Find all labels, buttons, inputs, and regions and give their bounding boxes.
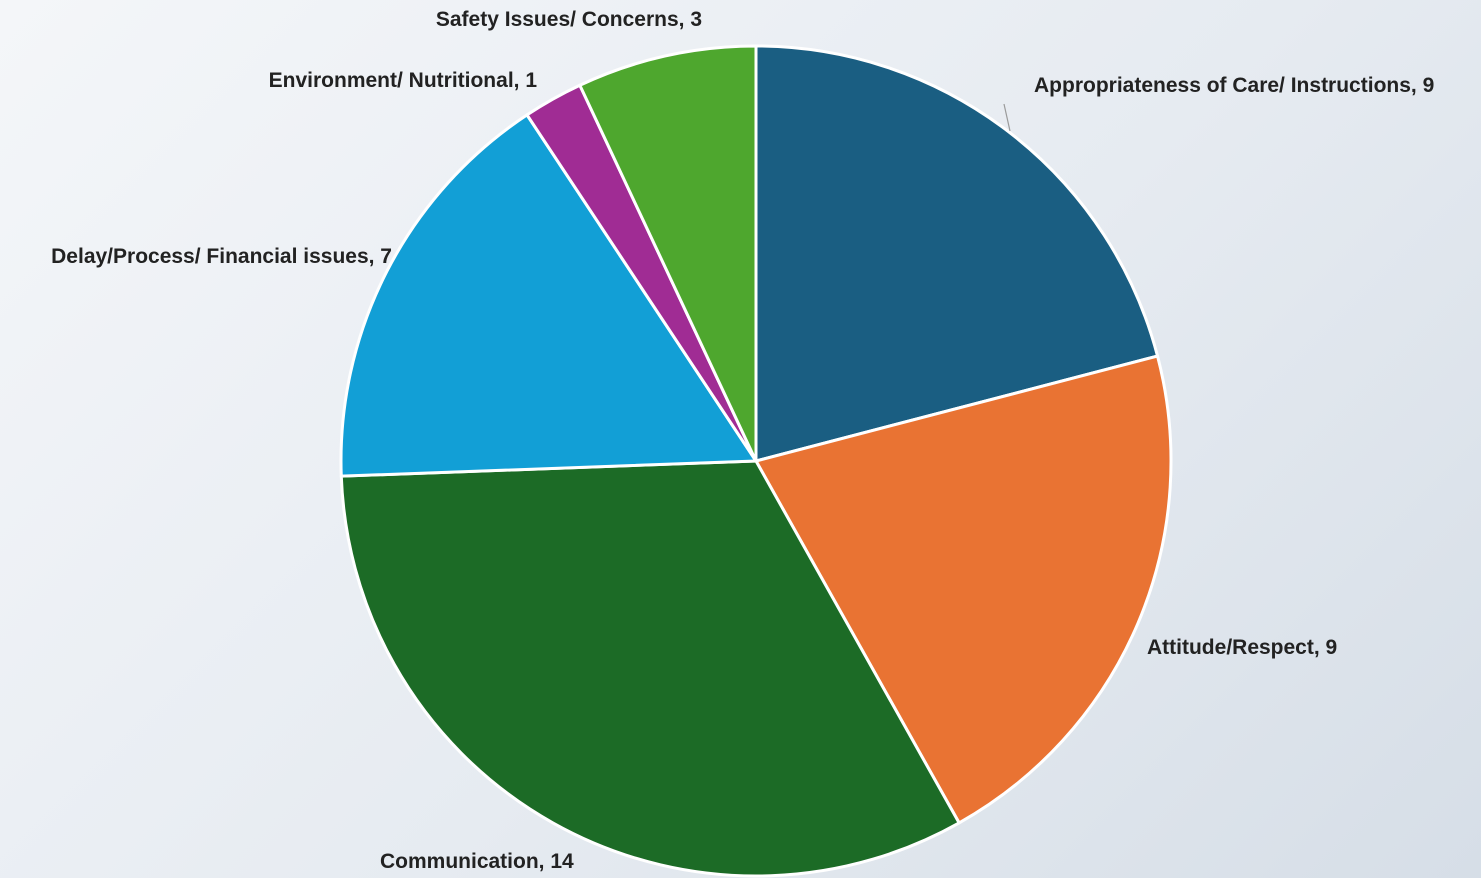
pie-slices — [339, 44, 1173, 878]
data-label-safety-issues-concerns: Safety Issues/ Concerns, 3 — [436, 8, 702, 31]
pie-slice-safety-issues-concerns — [578, 44, 758, 463]
pie-slice-appropriateness-of-care-instructions — [754, 44, 1160, 463]
data-label-appropriateness-of-care-instructions: Appropriateness of Care/ Instructions, 9 — [1034, 74, 1434, 97]
pie-slice-delay-process-financial-issues — [339, 113, 758, 478]
data-label-environment-nutritional: Environment/ Nutritional, 1 — [269, 69, 538, 92]
data-label-communication: Communication, 14 — [380, 850, 574, 873]
leader-line-appropriateness-of-care-instructions — [1003, 103, 1011, 132]
data-label-delay-process-financial-issues: Delay/Process/ Financial issues, 7 — [51, 245, 392, 268]
data-label-attitude-respect: Attitude/Respect, 9 — [1147, 636, 1337, 659]
data-labels: Appropriateness of Care/ Instructions, 9… — [51, 8, 1434, 873]
pie-slice-attitude-respect — [754, 354, 1173, 825]
pie-slice-communication — [339, 459, 961, 878]
leader-lines — [1003, 103, 1011, 132]
